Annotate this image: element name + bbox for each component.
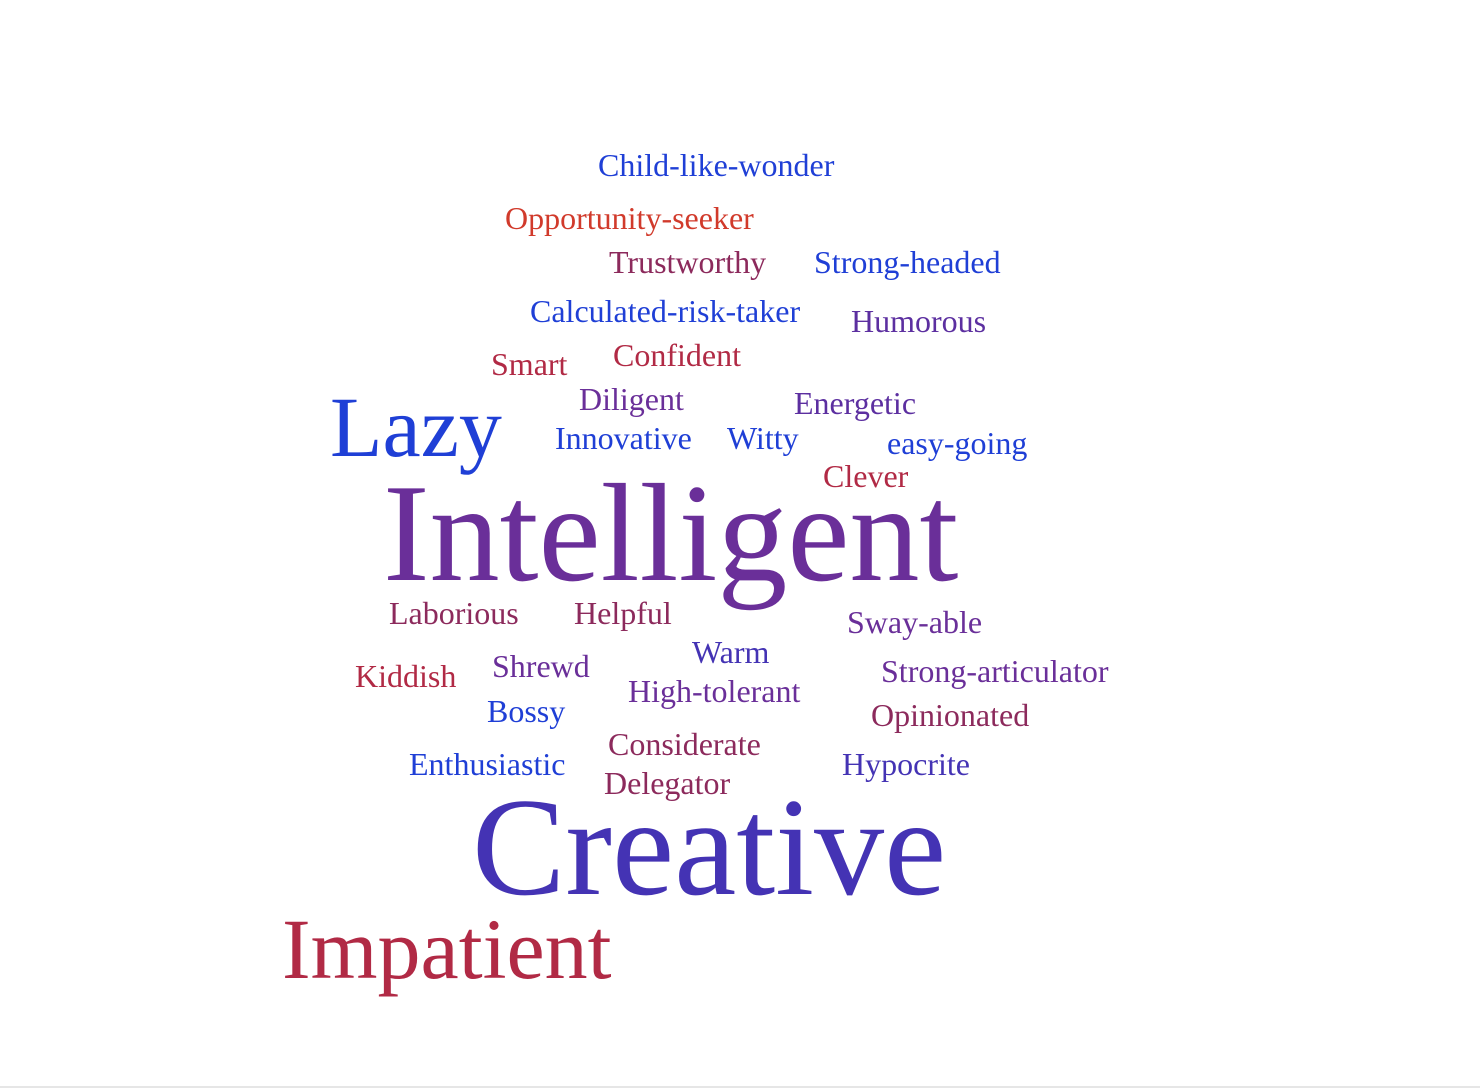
word-enthusiastic: Enthusiastic — [409, 746, 566, 782]
word-smart: Smart — [491, 346, 568, 382]
word-easy-going: easy-going — [887, 425, 1028, 461]
word-sway-able: Sway-able — [847, 604, 983, 640]
word-strong-headed: Strong-headed — [814, 244, 1001, 280]
word-strong-articulator: Strong-articulator — [881, 653, 1109, 689]
word-opportunity-seeker: Opportunity-seeker — [505, 200, 754, 236]
word-confident: Confident — [613, 337, 741, 373]
word-witty: Witty — [727, 420, 799, 456]
word-intelligent: Intelligent — [383, 456, 959, 611]
word-calculated-risk-taker: Calculated-risk-taker — [530, 293, 801, 329]
word-delegator: Delegator — [604, 765, 731, 801]
word-considerate: Considerate — [608, 726, 761, 762]
word-opinionated: Opinionated — [871, 697, 1030, 733]
word-lazy: Lazy — [330, 379, 502, 475]
word-innovative: Innovative — [555, 420, 692, 456]
word-warm: Warm — [692, 634, 770, 670]
word-laborious: Laborious — [389, 595, 519, 631]
word-humorous: Humorous — [851, 303, 987, 339]
word-diligent: Diligent — [579, 381, 684, 417]
word-high-tolerant: High-tolerant — [628, 673, 801, 709]
word-bossy: Bossy — [487, 693, 566, 729]
word-impatient: Impatient — [282, 901, 612, 997]
word-clever: Clever — [823, 458, 909, 494]
word-kiddish: Kiddish — [355, 658, 457, 694]
word-shrewd: Shrewd — [492, 648, 590, 684]
word-child-like-wonder: Child-like-wonder — [598, 147, 835, 183]
word-creative: Creative — [472, 770, 947, 925]
word-helpful: Helpful — [574, 595, 672, 631]
word-trustworthy: Trustworthy — [609, 244, 767, 280]
word-hypocrite: Hypocrite — [842, 746, 970, 782]
word-energetic: Energetic — [794, 385, 917, 421]
